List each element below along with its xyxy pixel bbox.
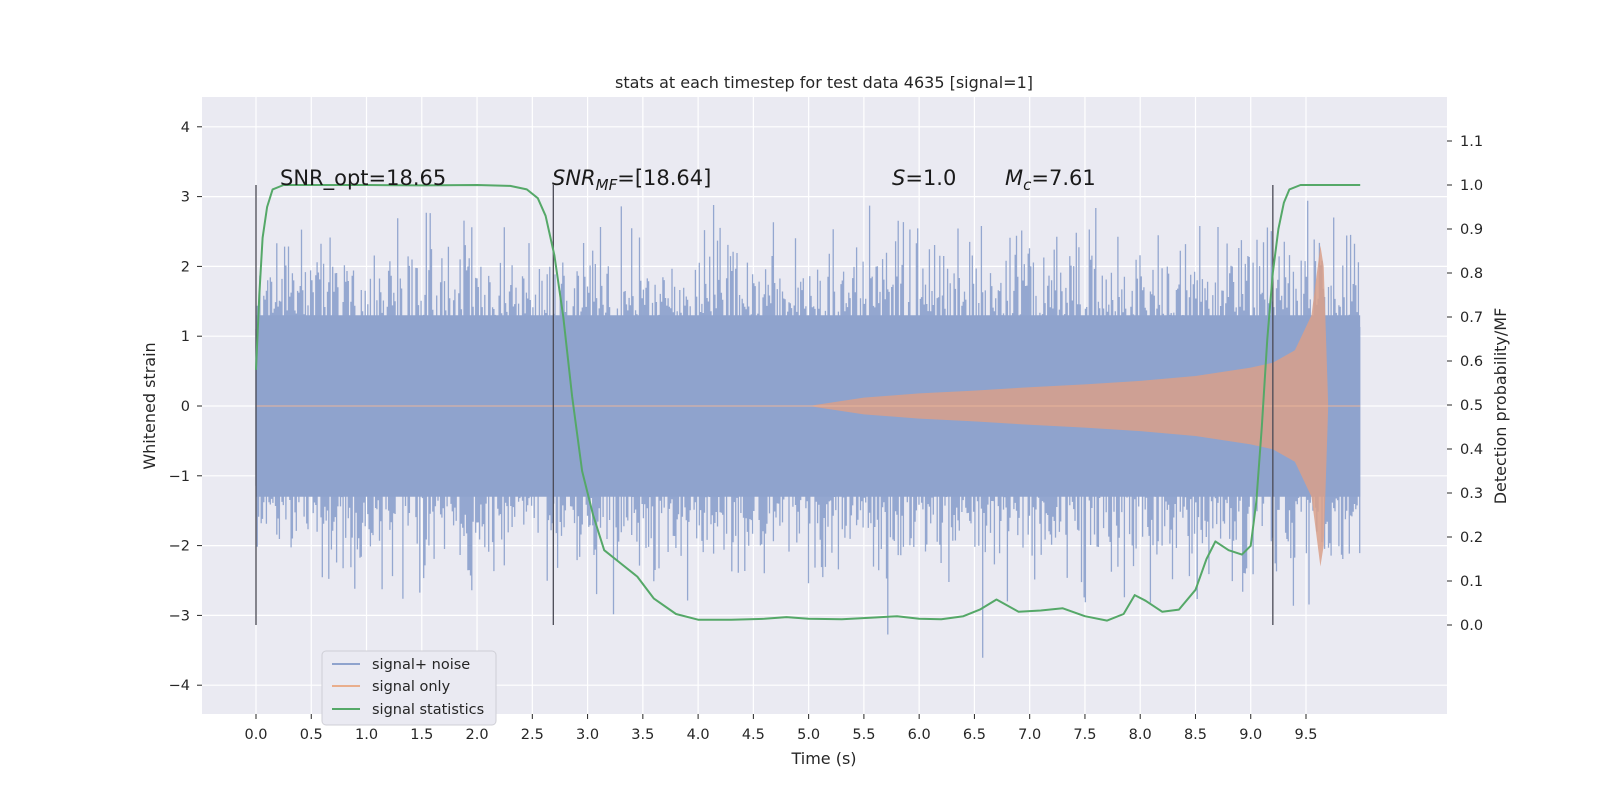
annotation-s-value: =1.0 [905, 166, 956, 190]
x-tick-label: 1.5 [410, 727, 433, 743]
y-right-tick-label: 0.5 [1460, 398, 1483, 414]
y-right-tick-label: 0.6 [1460, 354, 1483, 370]
legend-box [321, 650, 497, 726]
y-right-tick-label: 0.7 [1460, 310, 1483, 326]
tick-layer: 0.0 0.5 1.0 1.5 2.0 2.5 3.0 3.5 4.0 4.5 5.0 5.5 6.0 6… [169, 120, 1483, 743]
annotation-s: S=1.0 [892, 166, 956, 190]
y-left-tick-label: 1 [181, 329, 190, 345]
legend: signal+ noise signal only signal statist… [321, 650, 497, 726]
x-tick-label: 0.5 [300, 727, 323, 743]
annotation-mc-value: =7.61 [1031, 166, 1095, 190]
y-left-tick-label: 4 [181, 120, 190, 136]
y-axis-label-right: Detection probability/MF [1491, 308, 1510, 505]
annotation-mc: Mc=7.61 [1005, 166, 1096, 194]
x-tick-label: 6.5 [963, 727, 986, 743]
signal-only-series [256, 245, 1361, 567]
x-axis-label: Time (s) [790, 749, 856, 768]
annotation-snr-mf-value: =[18.64] [617, 166, 711, 190]
legend-label-noise: signal+ noise [372, 657, 470, 673]
y-left-tick-label: −2 [169, 539, 190, 555]
y-left-tick-label: −1 [169, 469, 190, 485]
x-tick-label: 2.5 [521, 727, 544, 743]
x-tick-label: 5.5 [852, 727, 875, 743]
x-tick-label: 3.0 [576, 727, 599, 743]
y-right-tick-label: 0.9 [1460, 222, 1483, 238]
y-right-tick-label: 0.1 [1460, 574, 1483, 590]
annotation-snr-mf-sub: MF [596, 176, 618, 194]
y-left-tick-label: 3 [181, 190, 190, 206]
annotation-snr-opt: SNR_opt=18.65 [280, 166, 446, 191]
annotation-mc-sub: c [1023, 176, 1032, 194]
y-left-tick-label: 2 [181, 259, 190, 275]
legend-label-statistics: signal statistics [372, 702, 484, 718]
x-tick-label: 7.5 [1073, 727, 1096, 743]
y-right-tick-label: 1.1 [1460, 134, 1483, 150]
y-right-tick-label: 1.0 [1460, 178, 1483, 194]
x-tick-label: 9.0 [1239, 727, 1262, 743]
x-tick-label: 2.0 [466, 727, 489, 743]
y-right-tick-label: 0.2 [1460, 530, 1483, 546]
x-tick-label: 1.0 [355, 727, 378, 743]
annotation-s-main: S [892, 166, 905, 190]
x-tick-label: 9.5 [1294, 727, 1317, 743]
y-right-tick-label: 0.0 [1460, 618, 1483, 634]
signal-statistics-line [255, 184, 1361, 622]
legend-label-signal: signal only [372, 679, 451, 695]
x-tick-label: 8.0 [1129, 727, 1152, 743]
y-axis-label-left: Whitened strain [140, 342, 159, 469]
x-tick-label: 4.5 [742, 727, 765, 743]
x-tick-label: 4.0 [687, 727, 710, 743]
annotation-mc-main: M [1005, 166, 1023, 190]
vertical-markers [255, 185, 1274, 625]
chart-title: stats at each timestep for test data 463… [615, 73, 1033, 92]
x-tick-label: 7.0 [1018, 727, 1041, 743]
y-right-tick-label: 0.4 [1460, 442, 1483, 458]
annotation-snr-mf-main: SNR [552, 166, 596, 190]
y-right-tick-label: 0.3 [1460, 486, 1483, 502]
signal-statistics-series [255, 184, 1361, 622]
x-tick-label: 3.5 [631, 727, 654, 743]
x-tick-label: 0.0 [244, 727, 267, 743]
x-tick-label: 6.0 [908, 727, 931, 743]
x-tick-label: 8.5 [1184, 727, 1207, 743]
x-tick-label: 5.0 [797, 727, 820, 743]
y-left-tick-label: −3 [169, 608, 190, 624]
y-left-tick-label: 0 [181, 399, 190, 415]
annotation-snr-mf: SNRMF=[18.64] [552, 166, 711, 194]
y-left-tick-label: −4 [169, 678, 190, 694]
y-right-tick-label: 0.8 [1460, 266, 1483, 282]
